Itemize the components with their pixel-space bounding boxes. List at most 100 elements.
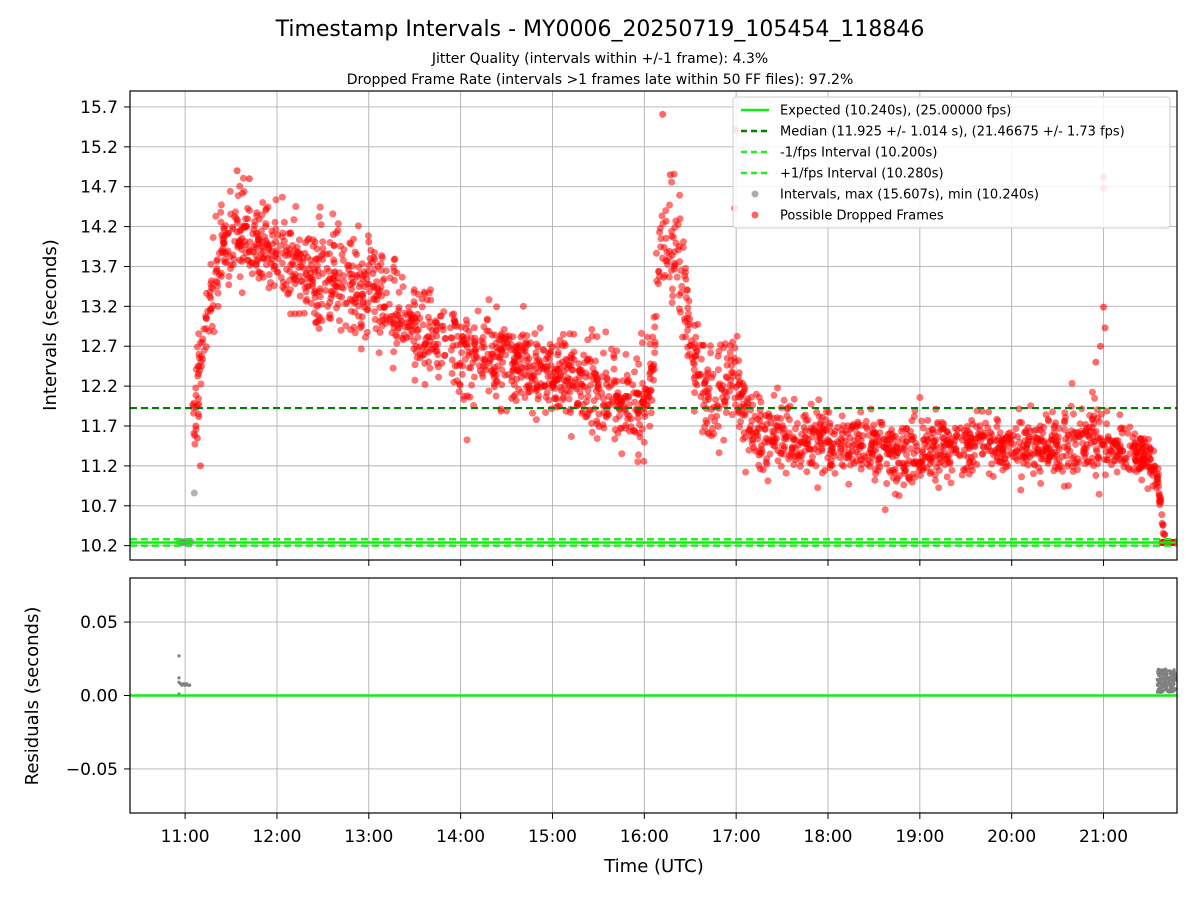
dropped-frame-point — [371, 284, 379, 292]
dropped-frame-point — [681, 317, 689, 325]
dropped-frame-point — [1070, 410, 1077, 418]
dropped-frame-point — [1031, 461, 1039, 469]
dropped-frame-point — [766, 450, 774, 458]
dropped-frame-point — [371, 316, 379, 323]
dropped-frame-point — [556, 336, 564, 344]
dropped-frame-point — [480, 343, 488, 351]
dropped-frame-point — [1101, 324, 1109, 332]
dropped-frame-point — [390, 320, 398, 328]
dropped-frame-point — [542, 355, 550, 363]
dropped-frame-point — [985, 408, 993, 416]
dropped-frame-point — [231, 213, 238, 221]
dropped-frame-point — [432, 319, 439, 327]
dropped-frame-point — [559, 330, 567, 338]
residual-point — [177, 676, 181, 680]
dropped-frame-point — [739, 435, 747, 443]
dropped-frame-point — [894, 444, 902, 452]
dropped-frame-point — [677, 308, 684, 316]
dropped-frame-point — [650, 365, 658, 373]
dropped-frame-point — [365, 280, 373, 288]
dropped-frame-point — [883, 436, 891, 444]
dropped-frame-point — [823, 436, 831, 444]
dropped-frame-point — [666, 171, 674, 179]
dropped-frame-point — [265, 271, 273, 279]
dropped-frame-point — [796, 462, 804, 470]
dropped-frame-point — [308, 282, 316, 290]
dropped-frame-point — [234, 192, 242, 200]
dropped-frame-point — [701, 423, 709, 431]
dropped-frame-point — [769, 432, 777, 440]
dropped-frame-point — [881, 506, 889, 514]
dropped-frame-point — [194, 372, 202, 380]
dropped-frame-point — [662, 234, 670, 242]
x-axis-label: Time (UTC) — [603, 856, 704, 877]
chart-subtitle-dropped: Dropped Frame Rate (intervals >1 frames … — [347, 72, 854, 88]
dropped-frame-point — [910, 412, 918, 420]
dropped-frame-point — [334, 300, 342, 308]
dropped-frame-point — [1095, 418, 1103, 426]
dropped-frame-point — [435, 373, 443, 381]
dropped-frame-point — [857, 408, 865, 416]
dropped-frame-point — [393, 339, 401, 347]
dropped-frame-point — [450, 378, 458, 386]
dropped-frame-point — [994, 434, 1002, 442]
dropped-frame-point — [208, 322, 216, 330]
dropped-frame-point — [222, 231, 230, 239]
dropped-frame-point — [248, 270, 256, 278]
residual-point — [1165, 672, 1169, 676]
dropped-frame-point — [206, 288, 214, 296]
dropped-frame-point — [1116, 411, 1124, 419]
dropped-frame-point — [719, 394, 727, 402]
ticks-layer: 11:00 12:00 13:00 14:00 15:00 16:00 17:00 18:00… — [66, 98, 1128, 847]
legend-box — [732, 96, 1171, 229]
dropped-frame-point — [406, 333, 414, 340]
dropped-frame-point — [791, 444, 799, 452]
dropped-frame-point — [286, 229, 294, 237]
dropped-frame-point — [684, 352, 692, 360]
dropped-frame-point — [380, 275, 388, 283]
dropped-frame-point — [722, 409, 730, 416]
dropped-frame-point — [489, 350, 497, 358]
dropped-frame-point — [534, 343, 542, 351]
intervals-y-tick-label: 13.7 — [80, 257, 118, 277]
dropped-frame-point — [1081, 445, 1089, 453]
dropped-frame-point — [370, 254, 377, 261]
dropped-frame-point — [654, 280, 662, 288]
dropped-frame-point — [322, 287, 330, 294]
dropped-frame-point — [948, 466, 956, 474]
x-tick-label: 12:00 — [252, 827, 301, 847]
dropped-frame-point — [733, 332, 741, 340]
dropped-frame-point — [309, 277, 317, 285]
dropped-frame-point — [657, 235, 665, 243]
dropped-frame-point — [432, 327, 440, 335]
dropped-frame-point — [307, 261, 315, 269]
dropped-frame-point — [530, 362, 538, 370]
dropped-frame-point — [199, 338, 206, 346]
dropped-frame-point — [356, 324, 364, 332]
dropped-frame-point — [693, 381, 701, 389]
legend-label: Possible Dropped Frames — [780, 209, 944, 224]
chart-subtitle-jitter: Jitter Quality (intervals within +/-1 fr… — [431, 51, 768, 67]
intervals-y-tick-label: 14.2 — [80, 218, 118, 238]
dropped-frame-point — [910, 459, 918, 467]
dropped-frame-point — [400, 331, 408, 339]
dropped-frame-point — [303, 283, 311, 290]
dropped-frame-point — [950, 440, 958, 448]
dropped-frame-point — [1012, 425, 1020, 433]
residual-point — [1171, 671, 1176, 675]
dropped-frame-point — [339, 284, 347, 292]
dropped-frame-point — [225, 281, 233, 289]
dropped-frame-point — [605, 393, 613, 400]
dropped-frame-point — [570, 348, 578, 356]
dropped-frame-point — [451, 322, 459, 329]
dropped-frame-point — [716, 380, 724, 388]
dropped-frame-point — [195, 330, 203, 338]
dropped-frame-point — [1068, 379, 1076, 387]
dropped-frame-point — [1088, 388, 1096, 396]
dropped-frame-point — [610, 376, 618, 384]
dropped-frame-point — [786, 452, 794, 460]
dropped-frame-point — [319, 238, 327, 246]
dropped-frame-point — [278, 193, 286, 201]
dropped-frame-point — [390, 256, 398, 264]
dropped-frame-point — [706, 342, 714, 350]
